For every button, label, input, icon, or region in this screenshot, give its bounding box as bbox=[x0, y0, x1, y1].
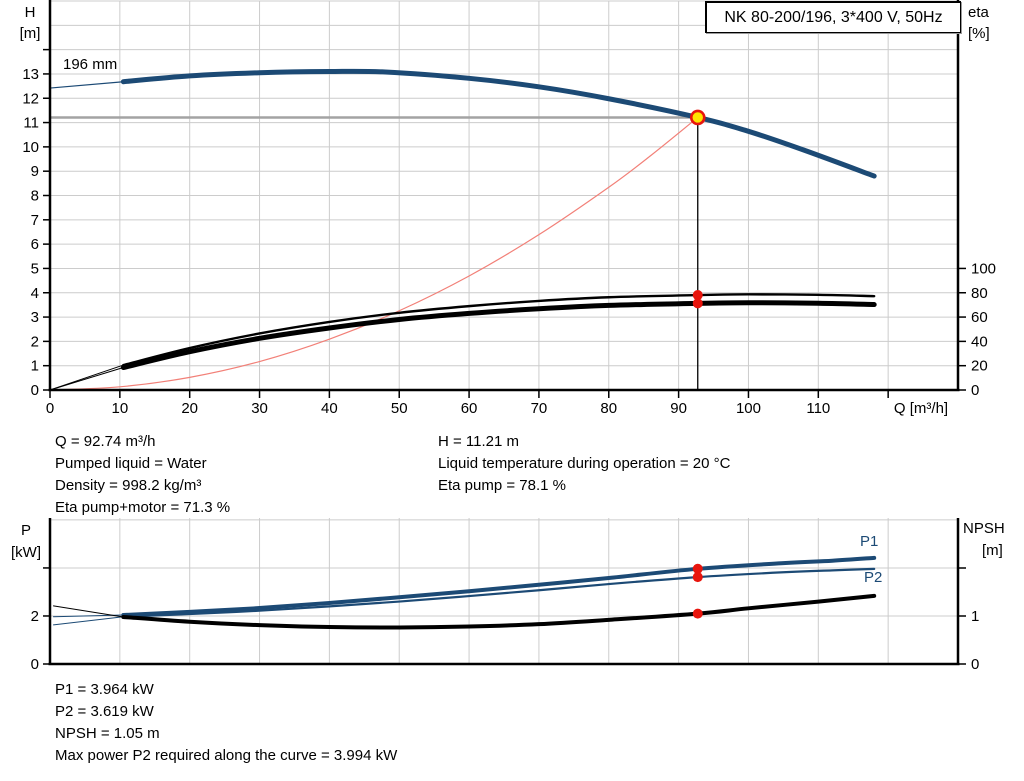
x-axis-tick-label: 30 bbox=[251, 400, 268, 417]
left-axis-tick-label: 2 bbox=[31, 608, 39, 625]
right-axis-tick-label: 1 bbox=[971, 608, 979, 625]
p2-curve-label: P2 bbox=[864, 569, 883, 586]
right-axis-tick-label: 0 bbox=[971, 656, 979, 673]
left-axis-tick-label: 13 bbox=[22, 66, 39, 83]
npsh-axis-title: NPSH bbox=[963, 520, 1005, 537]
duty-point-marker[interactable] bbox=[689, 109, 706, 126]
p-axis-title: P bbox=[20, 522, 31, 539]
head-196mm-curve bbox=[120, 68, 877, 179]
duty-p1-marker bbox=[692, 563, 703, 574]
x-axis-tick-label: 60 bbox=[461, 400, 478, 417]
duty-info-left-column: Q = 92.74 m³/h Pumped liquid = Water Den… bbox=[55, 431, 230, 519]
result-info-line: NPSH = 1.05 m bbox=[55, 725, 160, 742]
left-axis-tick-label: 2 bbox=[31, 333, 39, 350]
left-axis-tick-label: 11 bbox=[23, 115, 39, 132]
duty-info-line: Pumped liquid = Water bbox=[55, 455, 207, 472]
duty-info-line: Eta pump+motor = 71.3 % bbox=[55, 499, 231, 516]
eta-pump-curve bbox=[122, 293, 876, 367]
x-axis-tick-label: 100 bbox=[736, 400, 761, 417]
duty-info-line: Q = 92.74 m³/h bbox=[55, 433, 156, 450]
left-axis-tick-label: 6 bbox=[31, 236, 39, 253]
duty-eta-pump-motor-marker bbox=[692, 298, 703, 309]
result-info-block: P1 = 3.964 kW P2 = 3.619 kW NPSH = 1.05 … bbox=[55, 679, 397, 767]
x-axis-tick-label: 70 bbox=[531, 400, 548, 417]
eta-pump-motor-curve bbox=[120, 300, 877, 371]
npsh-axis-unit: [m] bbox=[982, 542, 1003, 559]
x-axis-tick-label: 10 bbox=[112, 400, 129, 417]
x-axis-unit-label: Q [m³/h] bbox=[894, 400, 948, 417]
npsh-curve bbox=[121, 593, 877, 630]
p1-curve-label: P1 bbox=[860, 533, 879, 550]
duty-info-line: Eta pump = 78.1 % bbox=[438, 477, 566, 494]
left-axis-tick-label: 4 bbox=[31, 285, 39, 302]
right-axis-tick-label: 40 bbox=[971, 333, 988, 350]
x-axis-tick-label: 80 bbox=[600, 400, 617, 417]
duty-info-line: Liquid temperature during operation = 20… bbox=[438, 455, 731, 472]
left-axis-tick-label: 0 bbox=[31, 656, 39, 673]
x-axis-tick-label: 40 bbox=[321, 400, 338, 417]
x-axis-tick-label: 90 bbox=[670, 400, 687, 417]
eta-axis-title: eta bbox=[968, 4, 989, 21]
left-axis-tick-label: 5 bbox=[31, 260, 39, 277]
head-196mm-extension-curve bbox=[49, 81, 124, 89]
p2-curve bbox=[122, 567, 876, 618]
result-info-line: P2 = 3.619 kW bbox=[55, 703, 154, 720]
duty-info-line: Density = 998.2 kg/m³ bbox=[55, 477, 202, 494]
result-info-line: Max power P2 required along the curve = … bbox=[55, 747, 398, 764]
left-axis-tick-label: 7 bbox=[31, 212, 39, 229]
left-axis-tick-label: 0 bbox=[31, 382, 39, 399]
right-axis-tick-label: 20 bbox=[971, 358, 988, 375]
x-axis-tick-label: 20 bbox=[181, 400, 198, 417]
right-axis-tick-label: 0 bbox=[971, 382, 979, 399]
pump-type-title-box: NK 80-200/196, 3*400 V, 50Hz bbox=[705, 1, 961, 33]
duty-info-line: H = 11.21 m bbox=[438, 433, 520, 450]
left-axis-tick-label: 9 bbox=[31, 163, 39, 180]
npsh-extension-curve bbox=[52, 605, 124, 618]
x-axis-tick-label: 0 bbox=[46, 400, 54, 417]
duty-info-right-column: H = 11.21 m Liquid temperature during op… bbox=[438, 431, 730, 497]
left-axis-tick-label: 12 bbox=[22, 90, 39, 107]
left-axis-tick-label: 3 bbox=[31, 309, 39, 326]
impeller-size-label: 196 mm bbox=[63, 56, 118, 73]
p1-curve bbox=[121, 555, 877, 618]
right-axis-tick-label: 60 bbox=[971, 309, 988, 326]
p-axis-unit: [kW] bbox=[11, 544, 41, 561]
p2-extension-curve bbox=[52, 616, 124, 626]
duty-npsh-marker bbox=[692, 608, 703, 619]
pump-type-title: NK 80-200/196, 3*400 V, 50Hz bbox=[724, 8, 943, 26]
h-axis-title: H bbox=[24, 4, 36, 21]
x-axis-tick-label: 50 bbox=[391, 400, 408, 417]
left-axis-tick-label: 10 bbox=[22, 139, 39, 156]
system-curve-curve bbox=[49, 116, 699, 391]
left-axis-tick-label: 1 bbox=[31, 358, 39, 375]
left-axis-tick-label: 8 bbox=[31, 188, 39, 205]
eta-axis-unit: [%] bbox=[968, 25, 990, 42]
h-axis-unit: [m] bbox=[19, 25, 41, 42]
x-axis-tick-label: 110 bbox=[806, 400, 830, 417]
result-info-line: P1 = 3.964 kW bbox=[55, 681, 154, 698]
right-axis-tick-label: 100 bbox=[971, 260, 996, 277]
duty-p2-marker bbox=[692, 572, 703, 583]
duty-eta-pump-marker bbox=[692, 290, 703, 301]
eta-pump-motor-extension-curve bbox=[49, 367, 124, 391]
right-axis-tick-label: 80 bbox=[971, 285, 988, 302]
